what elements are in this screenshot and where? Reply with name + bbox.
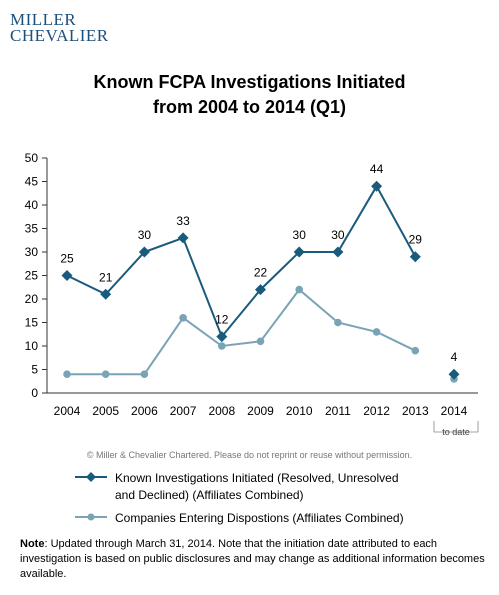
legend-circle-marker-icon <box>75 513 107 521</box>
data-label: 12 <box>215 313 229 327</box>
data-point-circle <box>256 337 265 346</box>
data-point-diamond <box>293 246 305 258</box>
data-point-circle <box>101 370 110 379</box>
x-sublabel-bracket <box>433 421 479 433</box>
y-tick-label: 35 <box>25 222 39 236</box>
data-point-circle <box>218 342 226 350</box>
data-label: 4 <box>451 350 458 364</box>
logo-line-1: MILLER <box>10 10 77 29</box>
x-tick-label: 2005 <box>92 404 119 418</box>
data-point-circle <box>140 370 149 379</box>
legend-label-investigations-line-1: Known Investigations Initiated (Resolved… <box>115 471 399 485</box>
series-line <box>67 290 454 379</box>
x-tick-label: 2009 <box>247 404 274 418</box>
data-label: 29 <box>409 233 423 247</box>
chart-legend: Known Investigations Initiated (Resolved… <box>75 470 404 533</box>
data-point-circle <box>179 314 187 322</box>
y-tick-label: 10 <box>25 339 39 353</box>
data-point-diamond <box>100 288 112 300</box>
x-tick-label: 2008 <box>208 404 235 418</box>
y-tick-label: 5 <box>31 363 38 377</box>
y-tick-label: 20 <box>25 292 39 306</box>
logo-line-2: CHEVALIER <box>10 26 109 45</box>
data-point-diamond <box>255 284 266 296</box>
data-point-diamond <box>448 368 460 380</box>
data-point-circle <box>63 370 71 379</box>
footnote: Note: Updated through March 31, 2014. No… <box>20 537 485 582</box>
y-tick-label: 30 <box>25 245 39 259</box>
legend-label-investigations-line-2: and Declined) (Affiliates Combined) <box>115 488 304 502</box>
data-label: 33 <box>176 214 190 228</box>
data-point-diamond <box>177 232 189 244</box>
data-label: 30 <box>293 228 307 242</box>
y-tick-label: 50 <box>25 151 39 165</box>
data-point-circle <box>295 285 304 294</box>
data-point-diamond <box>138 246 150 258</box>
legend-label-dispositions: Companies Entering Dispostions (Affiliat… <box>115 511 404 525</box>
data-label: 22 <box>254 266 268 280</box>
company-logo: MILLER CHEVALIER <box>10 10 109 45</box>
data-point-circle <box>411 346 420 355</box>
data-point-diamond <box>332 246 344 258</box>
legend-diamond-marker-icon <box>75 472 107 482</box>
y-tick-label: 25 <box>25 269 39 283</box>
legend-entry-investigations: Known Investigations Initiated (Resolved… <box>75 470 404 504</box>
footnote-label: Note <box>20 538 45 550</box>
x-tick-label: 2006 <box>131 404 158 418</box>
x-tick-label: 2012 <box>363 404 390 418</box>
data-point-diamond <box>409 251 421 263</box>
x-tick-sublabel: to date <box>442 427 470 437</box>
data-point-diamond <box>216 331 228 343</box>
x-tick-label: 2014 <box>441 404 468 418</box>
data-point-diamond <box>371 180 383 192</box>
data-point-circle <box>372 328 381 336</box>
x-tick-label: 2010 <box>286 404 313 418</box>
chart-title: Known FCPA Investigations Initiated from… <box>0 70 499 120</box>
data-label: 25 <box>60 252 74 266</box>
series-line <box>67 186 454 374</box>
data-point-diamond <box>61 270 73 281</box>
chart-title-line-2: from 2004 to 2014 (Q1) <box>152 97 347 117</box>
footnote-text: : Updated through March 31, 2014. Note t… <box>20 538 485 580</box>
x-tick-label: 2004 <box>54 404 81 418</box>
y-tick-label: 40 <box>25 198 39 212</box>
line-chart: 0 5 10 15 20 25 30 35 40 45 50 2004 2005 2006 2007 2008… <box>25 151 479 437</box>
data-label: 21 <box>99 270 113 284</box>
y-tick-label: 45 <box>25 175 39 189</box>
x-tick-label: 2011 <box>325 404 351 418</box>
data-label: 44 <box>370 162 384 176</box>
data-label: 30 <box>331 228 345 242</box>
legend-entry-dispositions: Companies Entering Dispostions (Affiliat… <box>75 510 404 527</box>
chart-title-line-1: Known FCPA Investigations Initiated <box>93 72 406 92</box>
x-tick-label: 2013 <box>402 404 429 418</box>
data-label: 30 <box>138 228 152 242</box>
data-point-circle <box>334 318 342 327</box>
y-tick-label: 15 <box>25 316 39 330</box>
copyright-notice: © Miller & Chevalier Chartered. Please d… <box>86 450 413 460</box>
y-tick-label: 0 <box>31 386 38 400</box>
x-tick-label: 2007 <box>170 404 197 418</box>
